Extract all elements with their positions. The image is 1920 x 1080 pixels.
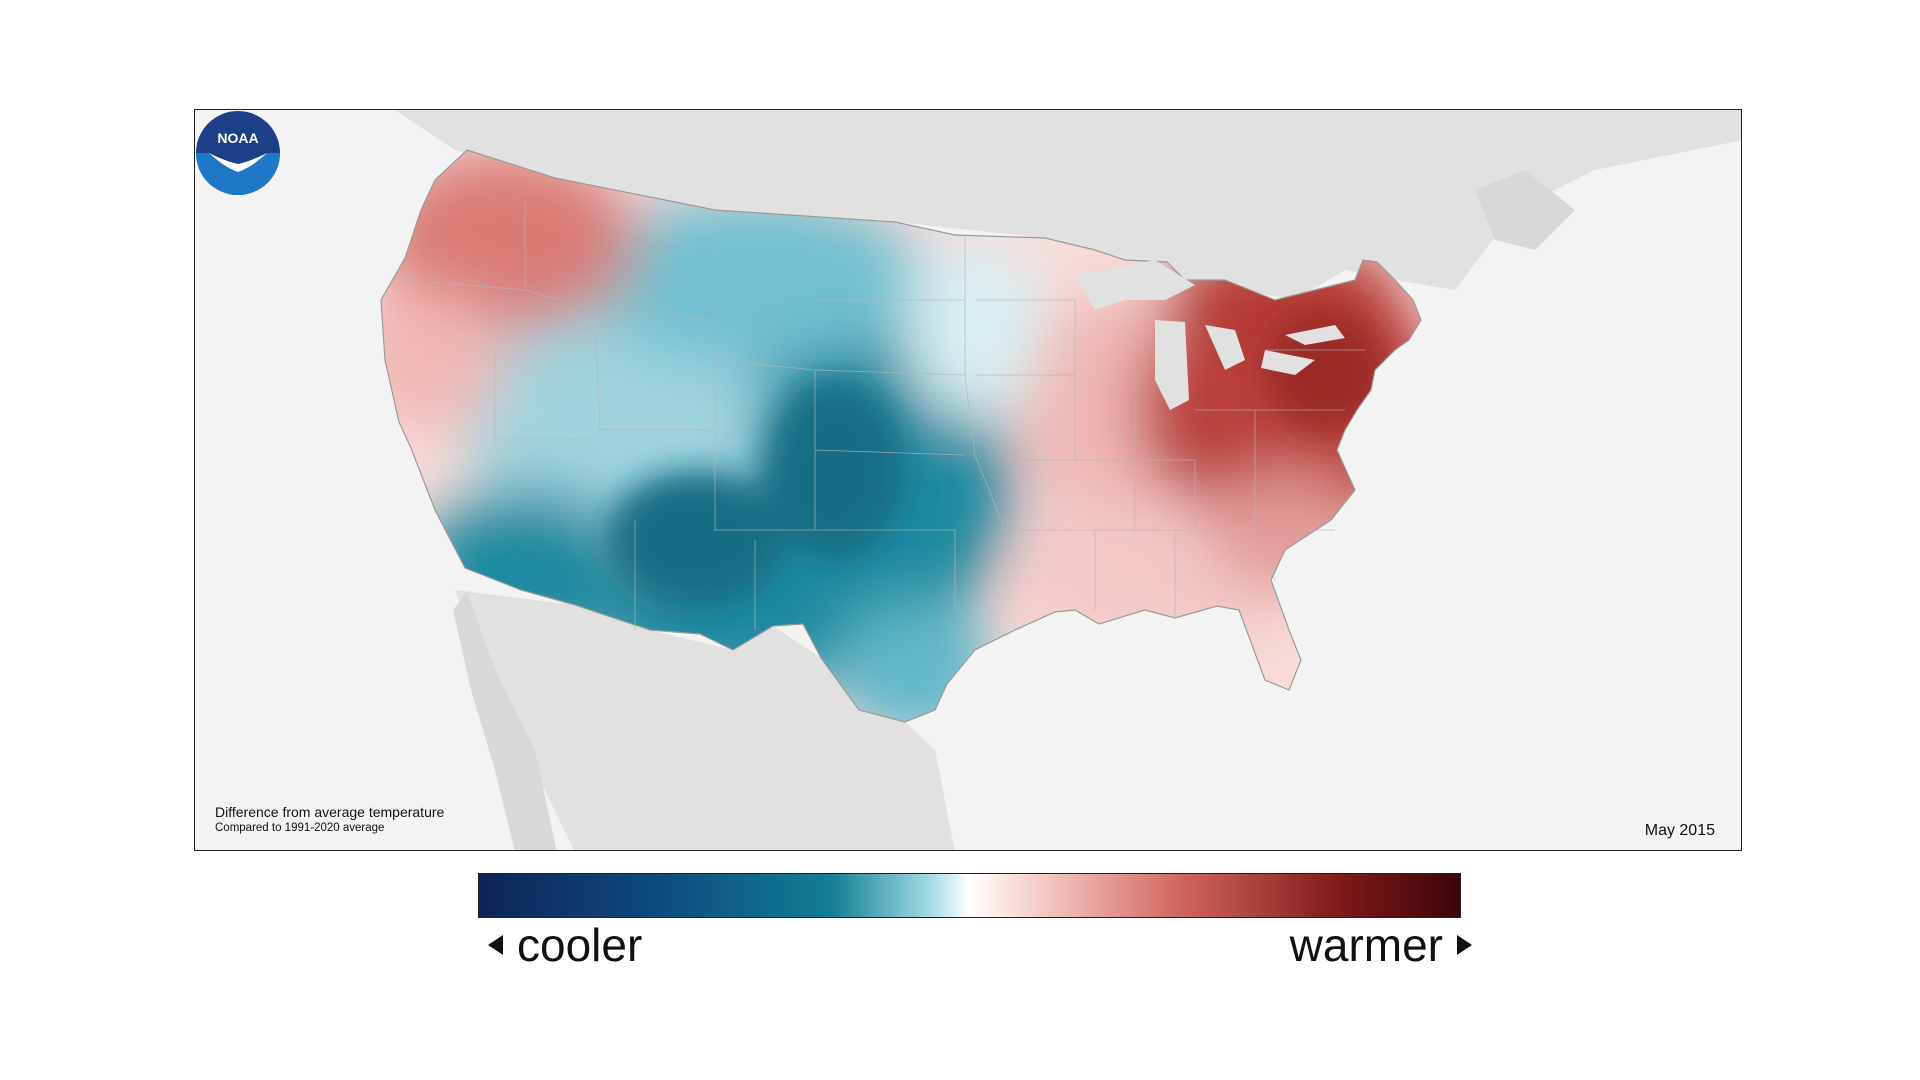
noaa-logo-icon: NOAA bbox=[196, 111, 280, 195]
map-frame: NOAA Difference from average temperature… bbox=[194, 109, 1742, 851]
caption-subtitle: Compared to 1991-2020 average bbox=[215, 822, 385, 834]
state-borders bbox=[404, 200, 1365, 630]
date-label: May 2015 bbox=[1644, 822, 1715, 839]
canada-land bbox=[395, 110, 1741, 300]
caption-title: Difference from average temperature bbox=[215, 804, 445, 820]
mexico-land bbox=[455, 590, 955, 850]
baja-land bbox=[453, 592, 557, 850]
us-outline bbox=[380, 149, 1422, 723]
anomaly-map bbox=[380, 110, 1741, 850]
legend-warmer: warmer bbox=[1290, 917, 1472, 973]
logo-text: NOAA bbox=[217, 130, 258, 146]
nova-scotia-land bbox=[1475, 170, 1575, 250]
arrow-left-icon bbox=[488, 935, 503, 955]
legend-cooler: cooler bbox=[488, 917, 642, 973]
map-caption: Difference from average temperature Comp… bbox=[215, 803, 444, 836]
legend-color-bar bbox=[478, 873, 1461, 918]
great-lakes bbox=[1075, 260, 1345, 410]
arrow-right-icon bbox=[1457, 935, 1472, 955]
legend-cooler-label: cooler bbox=[517, 919, 643, 971]
legend-warmer-label: warmer bbox=[1289, 919, 1443, 971]
